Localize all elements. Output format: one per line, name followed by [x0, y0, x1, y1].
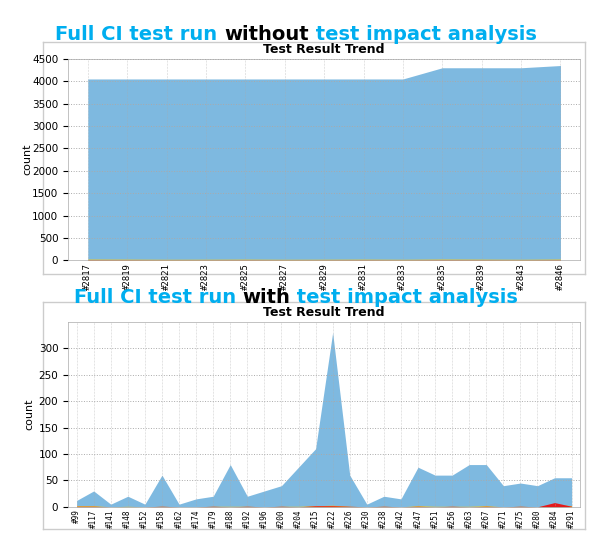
Text: test impact analysis: test impact analysis: [291, 288, 519, 307]
Text: without: without: [224, 25, 309, 44]
Y-axis label: count: count: [22, 144, 32, 175]
Text: Full CI test run: Full CI test run: [55, 25, 224, 44]
Text: with: with: [243, 288, 291, 307]
Text: Full CI test run: Full CI test run: [73, 288, 243, 307]
Title: Test Result Trend: Test Result Trend: [263, 306, 385, 319]
Text: test impact analysis: test impact analysis: [309, 25, 537, 44]
Y-axis label: count: count: [25, 399, 35, 430]
Title: Test Result Trend: Test Result Trend: [263, 43, 385, 56]
